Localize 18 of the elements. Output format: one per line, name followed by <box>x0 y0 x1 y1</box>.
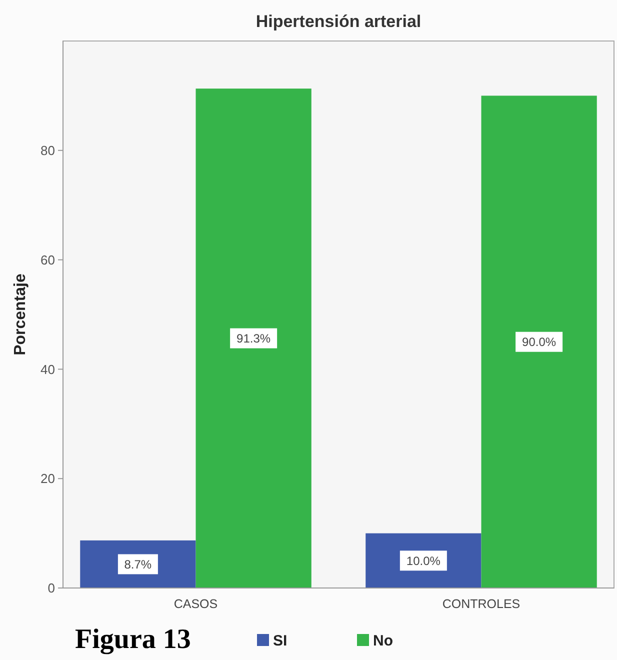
data-label: 90.0% <box>522 335 556 350</box>
y-tick-label: 0 <box>48 580 55 596</box>
data-label: 10.0% <box>406 554 441 568</box>
y-axis-title: Porcentaje <box>12 273 29 356</box>
y-tick-label: 20 <box>40 471 55 486</box>
bar <box>481 96 597 588</box>
text: Figura 13 <box>75 624 191 655</box>
y-tick-label: 80 <box>40 142 55 158</box>
x-tick-label: CASOS <box>174 597 218 611</box>
y-tick-label: 60 <box>40 252 55 268</box>
legend-label: SI <box>273 632 288 650</box>
data-label: 91.3% <box>236 331 271 346</box>
x-tick-label: CONTROLES <box>442 597 520 611</box>
legend-label: No <box>373 632 393 650</box>
chart-title: Hipertensión arterial <box>256 12 422 31</box>
data-label: 8.7% <box>124 557 152 572</box>
y-tick-label: 40 <box>40 362 55 377</box>
bar <box>196 88 312 588</box>
